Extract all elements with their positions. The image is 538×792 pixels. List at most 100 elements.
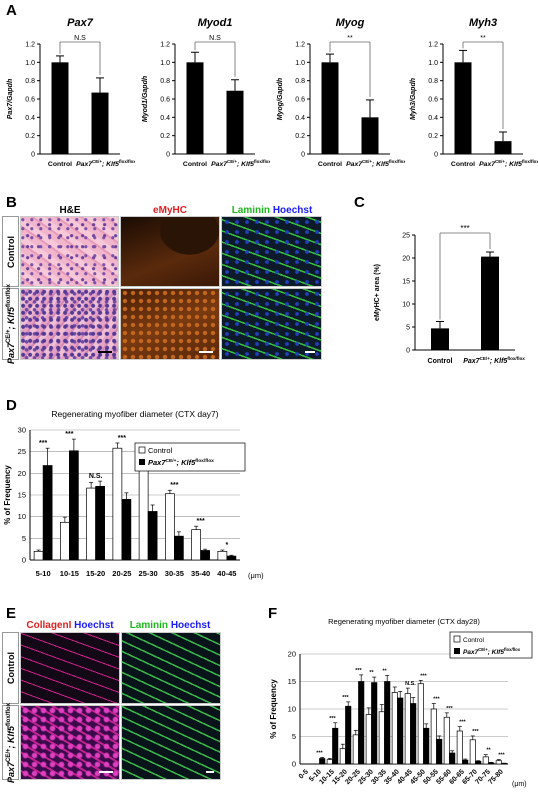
panel-label-b: B [6, 194, 17, 211]
y-tick-label: 1.0 [428, 60, 438, 67]
bar-control [33, 550, 44, 561]
bar-mutant [371, 682, 378, 765]
y-tick-label: 5 [22, 534, 26, 543]
scale-bar [206, 771, 214, 773]
legend-swatch-control [453, 635, 461, 643]
chart-myh3: Myh3 0 0.2 0.4 0.6 0.8 1.0 1.2 Myh3/Gapdh ** Contr… [410, 17, 538, 168]
panel-label-f: F [268, 605, 278, 622]
y-tick-label: 10 [402, 302, 410, 309]
laminin-mutant-image [221, 288, 322, 360]
y-axis-label: Myh3/Gapdh [410, 78, 417, 120]
y-tick-label: 0.2 [428, 133, 438, 140]
y-tick-label: 0.2 [295, 133, 305, 140]
y-tick-label: 10 [288, 705, 296, 714]
y-tick-label: 0 [406, 348, 410, 355]
bar-mutant [226, 555, 237, 561]
sig-label: *** [355, 668, 362, 674]
emyhc-mutant-image [120, 288, 220, 360]
legend-label-mutant: Pax7CE/+; Klf5flox/flox [148, 458, 214, 467]
laminin-hoechst-header: Laminin Hoechst [222, 205, 322, 216]
legend-box [449, 631, 533, 659]
y-axis-label: Pax7/Gapdh [7, 79, 14, 119]
chart-title: Regenerating myofiber diameter (CTX day7… [51, 409, 218, 419]
sig-label: *** [316, 750, 323, 756]
y-tick-label: 1.2 [295, 42, 305, 49]
sig-label: *** [39, 440, 47, 447]
legend-label-control: Control [463, 637, 485, 644]
row-label-mutant-b-text: Pax7CE/+; Klf5flox/flox [5, 283, 16, 365]
y-tick-label: 0.4 [295, 115, 305, 122]
x-unit-label: (μm) [512, 781, 527, 788]
laminin-hoechst-header-e: Laminin Hoechst [122, 620, 218, 631]
laminin-label: Laminin [231, 205, 271, 216]
y-tick-label: 0.6 [25, 97, 35, 104]
sig-label: ** [369, 670, 374, 676]
chart-title: Regenerating myofiber diameter (CTX day2… [328, 617, 480, 626]
y-axis-label: Myod1/Gapdh [142, 76, 149, 122]
legend-label-control: Control [148, 446, 173, 455]
y-axis-label: % of Frequency [269, 679, 278, 739]
chart-emyhc-area: 0 5 10 15 20 25 eMyHC+ area (%) *** Control Pax7C… [374, 224, 525, 365]
chart-ctx-day7: Regenerating myofiber diameter (CTX day7… [3, 409, 264, 580]
legend-label-mutant: Pax7CE/+; Klf5flox/flox [463, 647, 521, 656]
x-category-label: 10-15 [60, 569, 79, 578]
collagen-mutant-image [20, 705, 120, 780]
bar [494, 141, 512, 154]
x-category-label: Control [428, 358, 453, 365]
bar-mutant [410, 703, 417, 765]
scale-bar [99, 771, 113, 773]
chart-myog: Myog 0 0.2 0.4 0.6 0.8 1.0 1.2 Myog/Gapdh ** Contr… [277, 17, 405, 168]
x-category-label: Control [48, 161, 72, 168]
y-tick-label: 1.2 [25, 42, 35, 49]
scale-bar [98, 351, 112, 353]
bar [321, 62, 339, 155]
chart-myod1: Myod1 0 0.2 0.4 0.6 0.8 1.0 1.2 Myod1/Gapdh N.S Co… [142, 17, 270, 168]
x-category-label: 75-80 [487, 768, 505, 786]
bar-control [352, 734, 359, 765]
bar [226, 90, 244, 154]
y-tick-label: 0.4 [25, 115, 35, 122]
bar-control [443, 716, 450, 765]
bar-mutant [358, 681, 365, 765]
hoechst-label: Hoechst [272, 205, 313, 216]
y-tick-label: 0.8 [160, 78, 170, 85]
y-tick-label: 0.8 [428, 78, 438, 85]
bar-control [378, 711, 385, 765]
y-axis-label: Myog/Gapdh [277, 78, 284, 120]
legend-swatch-mutant [139, 459, 145, 465]
y-tick-label: 5 [292, 732, 296, 741]
bar-mutant [319, 758, 326, 765]
x-category-label: 20-25 [112, 569, 131, 578]
sig-label: *** [342, 695, 349, 701]
row-label-mutant-b: Pax7CE/+; Klf5flox/flox [2, 284, 19, 364]
y-tick-label: 0 [31, 152, 35, 159]
y-tick-label: 0 [292, 760, 296, 769]
laminin-control-image-e [121, 632, 221, 704]
scale-bar [305, 351, 315, 353]
sig-label: N.S. [405, 681, 416, 687]
sig-label: N.S. [89, 473, 103, 480]
bar-control [430, 708, 437, 765]
y-tick-label: 0 [22, 556, 26, 565]
bar-mutant [488, 762, 495, 765]
panel-label-a: A [6, 2, 17, 19]
x-category-label: 40-45 [217, 569, 236, 578]
sig-label: * [226, 542, 229, 549]
bar-mutant [42, 465, 53, 561]
y-axis-label: eMyHC+ area (%) [374, 264, 381, 321]
sig-label: *** [446, 706, 453, 712]
bar-mutant [397, 697, 404, 765]
bar-control [365, 714, 372, 765]
y-tick-label: 30 [18, 426, 26, 435]
sig-label: *** [460, 224, 469, 233]
y-axis-label: % of Frequency [3, 465, 12, 525]
bar-control [60, 521, 70, 561]
y-tick-label: 10 [18, 512, 26, 521]
y-tick-label: 1.0 [295, 60, 305, 67]
x-category-label: 35-40 [191, 569, 210, 578]
x-category-label: Control [318, 161, 342, 168]
bar-control [391, 692, 398, 765]
bar-mutant [174, 535, 184, 561]
sig-label: ** [347, 35, 353, 42]
legend-swatch-mutant [454, 648, 460, 654]
